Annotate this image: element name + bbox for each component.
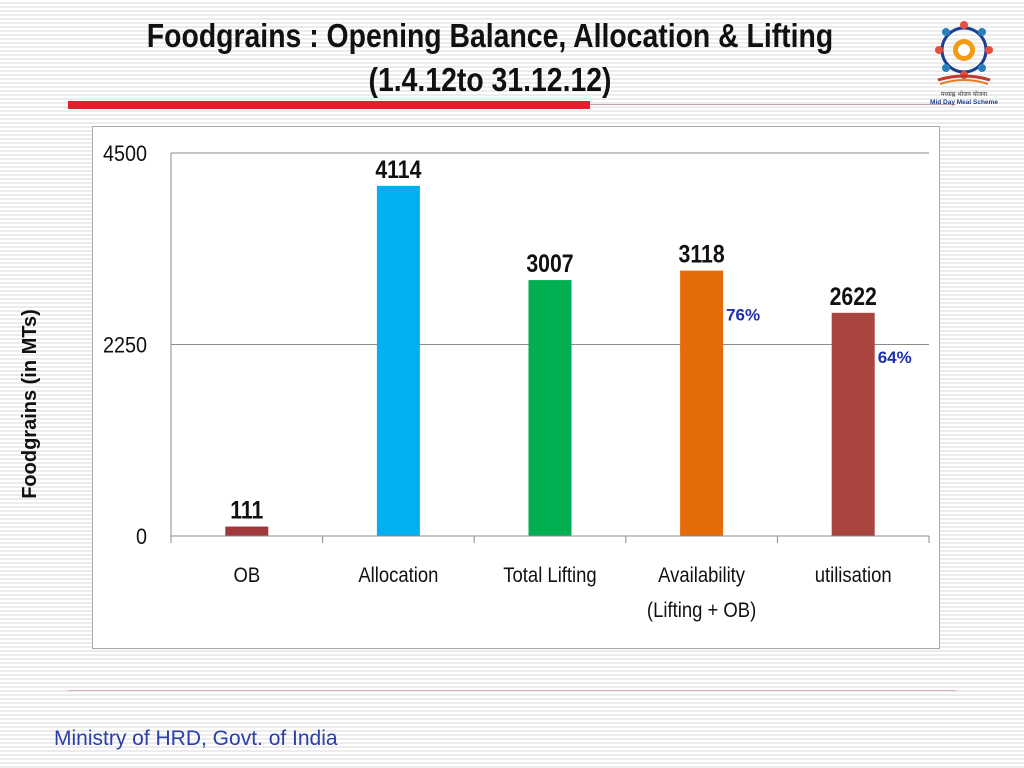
title-line-1: Foodgrains : Opening Balance, Allocation… [146,17,834,54]
mid-day-meal-logo: मध्याह्न भोजन योजना Mid Day Meal Scheme [930,21,998,106]
x-category-label: Availability [658,564,745,587]
data-label: 3118 [679,240,725,268]
logo-circle-of-children-icon [935,21,993,85]
x-category-label: OB [233,564,260,587]
data-label: 2622 [830,282,877,310]
bar [831,312,875,536]
bar [528,280,572,536]
logo-hindi-text: मध्याह्न भोजन योजना [941,90,988,98]
slide-title: Foodgrains : Opening Balance, Allocation… [120,14,860,102]
data-label: 4114 [375,155,421,183]
title-line-2: (1.4.12to 31.12.12) [368,61,612,98]
bar [376,185,420,536]
y-axis-label-container: Foodgrains (in MTs) [19,309,41,499]
data-label: 3007 [526,249,573,277]
data-label: 111 [230,496,263,524]
x-category-label: utilisation [815,564,892,587]
x-category-label: (Lifting + OB) [647,599,756,622]
chart-area: 0 2250 4500 111 OB 4114 Allocation 3007 Total Li… [92,126,940,649]
footer-text: Ministry of HRD, Govt. of India [54,727,338,750]
x-category-label: Total Lifting [503,564,596,587]
title-underline-thin [590,104,956,105]
logo-english-text: Mid Day Meal Scheme [930,99,998,106]
y-axis-label: Foodgrains (in MTs) [19,309,41,499]
bar-chart: 0 2250 4500 111 OB 4114 Allocation 3007 Total Li… [103,142,930,622]
footer-divider [68,690,956,691]
percent-annotation: 64% [878,348,912,367]
y-tick-label: 2250 [103,334,147,358]
bar [225,526,269,536]
y-tick-label: 4500 [103,142,147,166]
x-category-label: Allocation [358,564,438,587]
bar [680,270,724,536]
y-tick-label: 0 [136,525,147,549]
title-underline-red [68,101,590,109]
percent-annotation: 76% [726,306,760,325]
